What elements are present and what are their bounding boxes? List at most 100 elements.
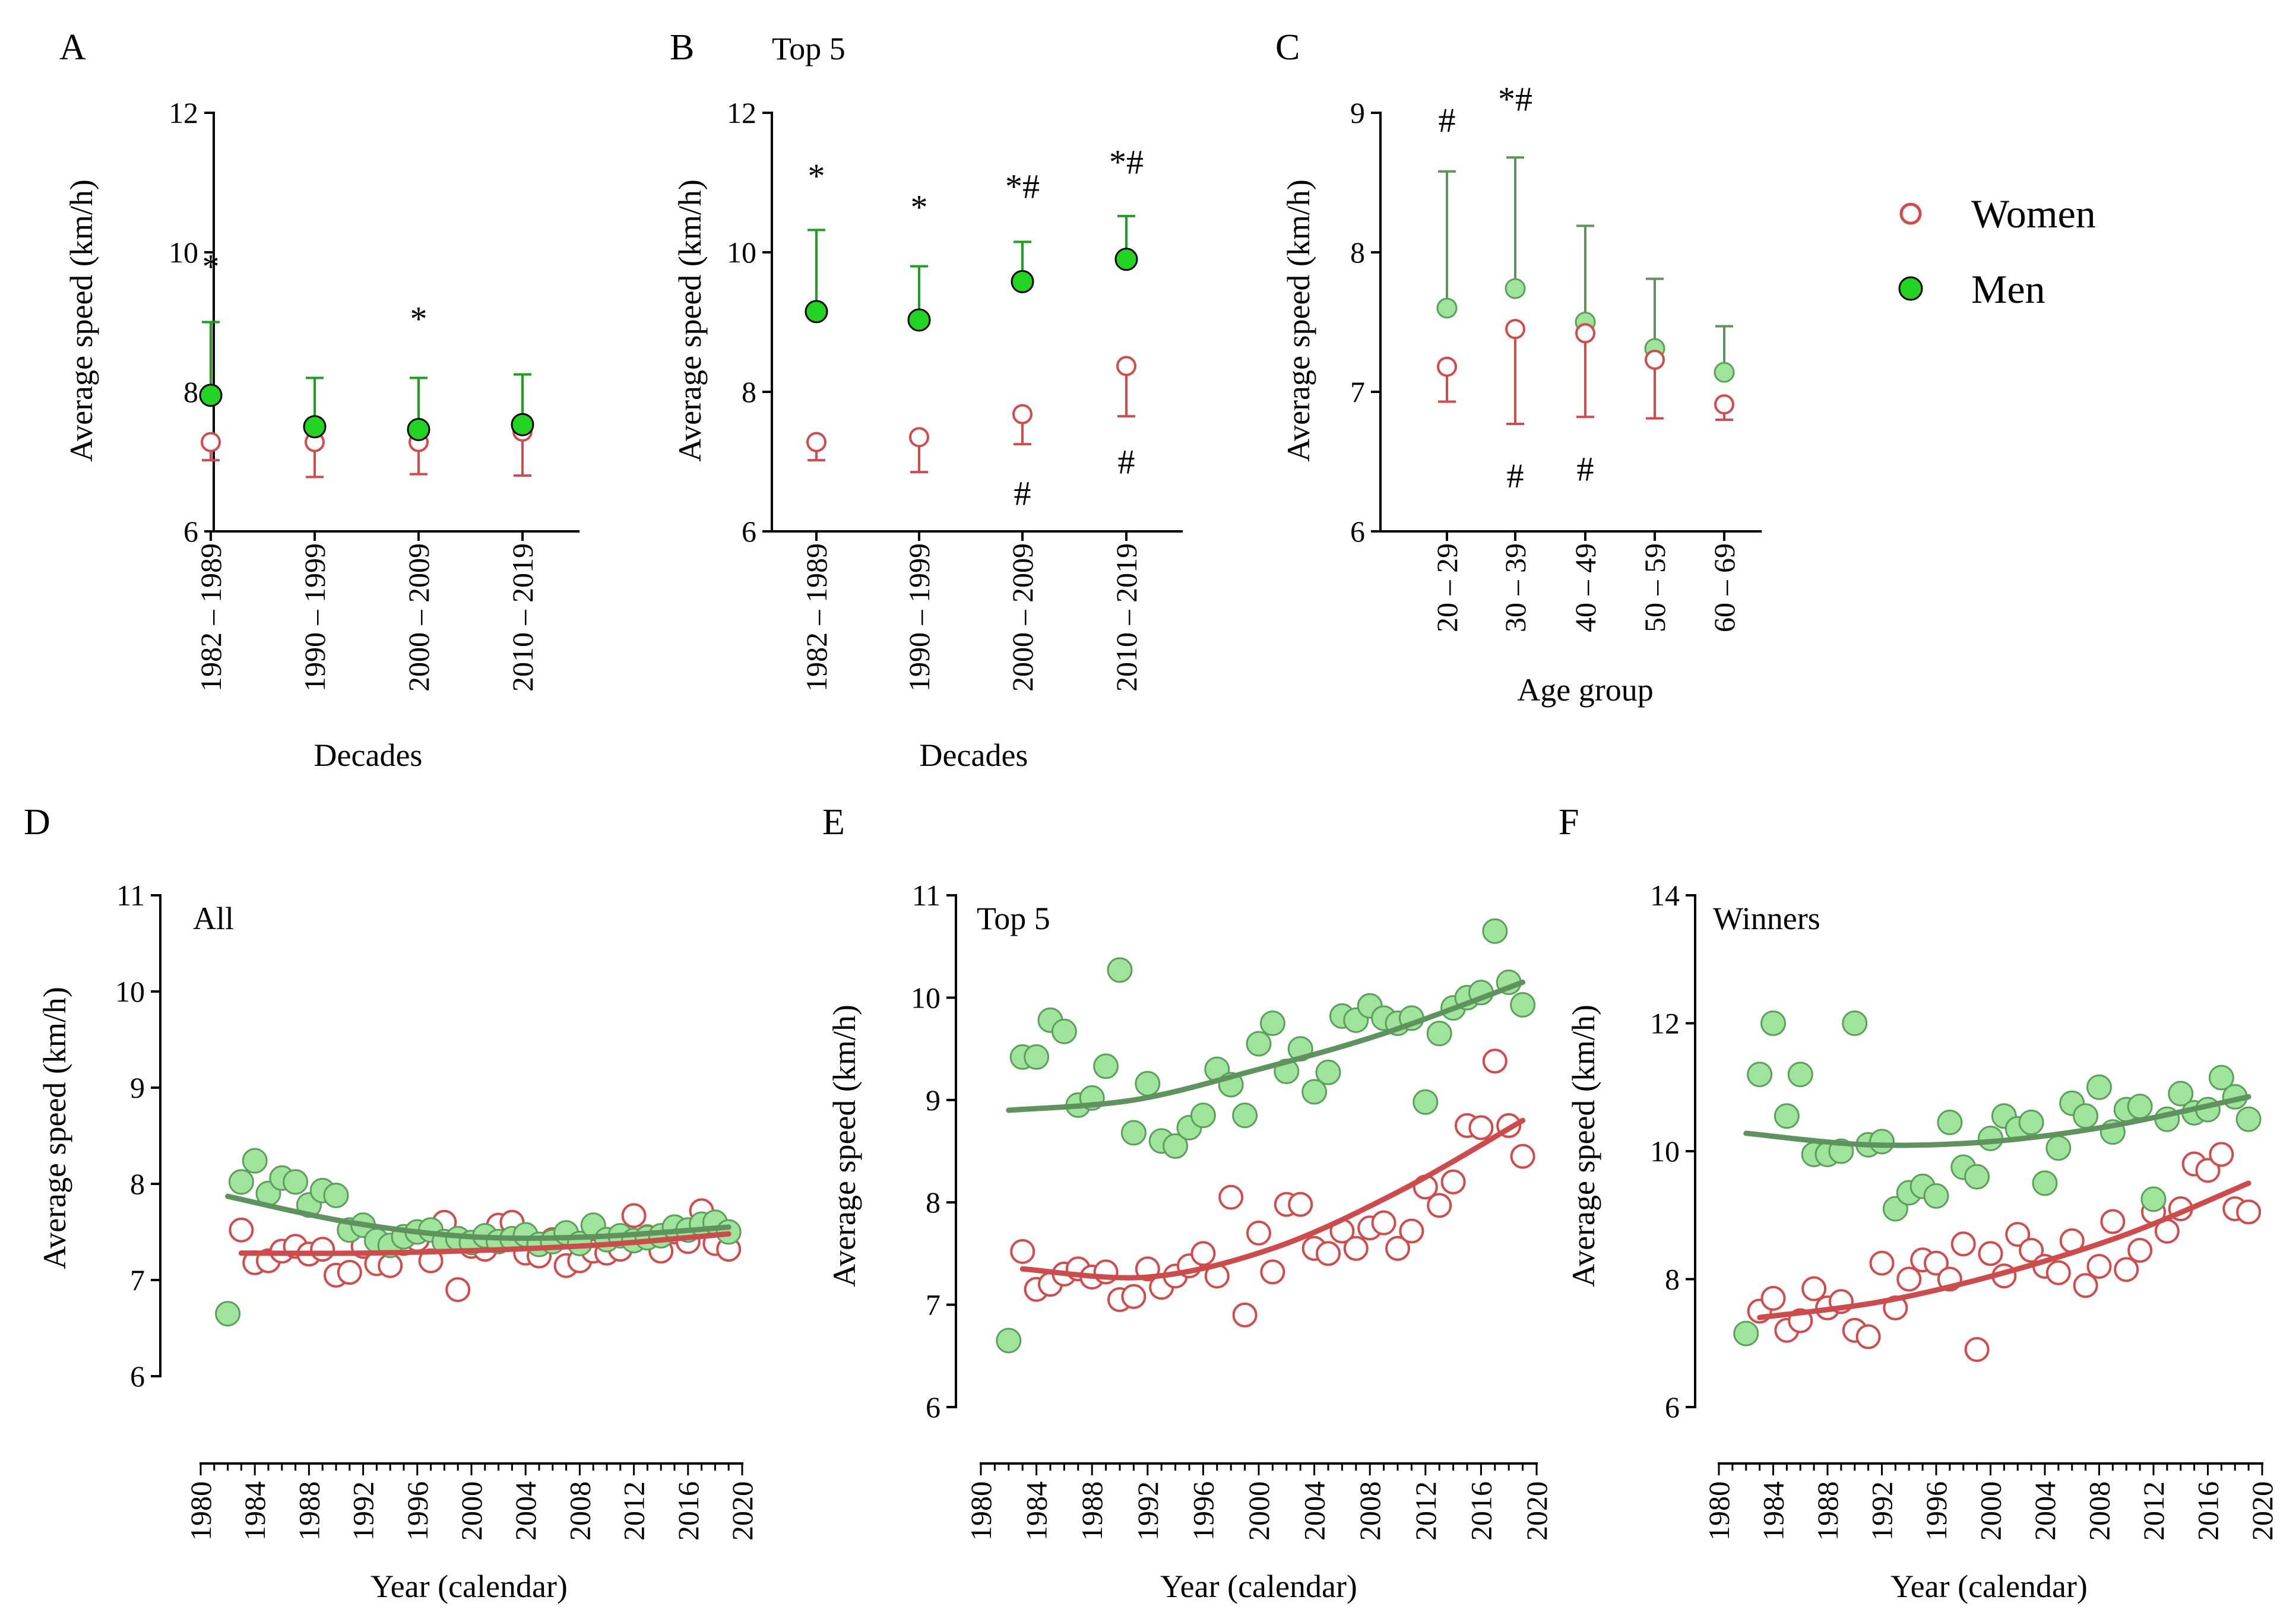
men-point [1315, 1059, 1341, 1085]
x-axis-label: Decades [920, 737, 1028, 773]
significance-marker: # [1507, 457, 1524, 495]
x-tick-label: 60 – 69 [1708, 543, 1741, 632]
y-tick-label: 6 [742, 515, 756, 548]
women-point [1950, 1231, 1976, 1257]
legend-women-marker [1899, 202, 1922, 225]
y-axis-label: Average speed (km/h) [672, 179, 708, 462]
y-tick-label: 10 [727, 236, 756, 269]
x-tick-label: 1996 [1920, 1481, 1953, 1541]
men-point [1774, 1103, 1800, 1129]
women-mean-point [1116, 356, 1136, 376]
significance-marker: * [202, 248, 220, 286]
y-tick-label: 7 [926, 1288, 940, 1322]
significance-marker: *# [1109, 142, 1144, 181]
x-tick-label: 1980 [1702, 1481, 1736, 1541]
y-tick-label: 8 [183, 375, 198, 408]
women-mean-point [1714, 394, 1734, 415]
y-tick-label: 9 [130, 1071, 145, 1104]
x-tick-label: 2000 [1974, 1481, 2007, 1541]
panel-letter: D [24, 802, 50, 842]
legend-women-label: Women [1971, 191, 2096, 236]
men-point [1923, 1183, 1949, 1209]
panel-title: All [193, 901, 234, 936]
x-axis-label: Decades [314, 737, 423, 773]
men-point [1869, 1129, 1895, 1155]
women-point [1121, 1284, 1147, 1309]
women-point [1427, 1193, 1452, 1218]
men-point [1747, 1062, 1773, 1088]
x-tick-label: 2004 [509, 1481, 542, 1541]
women-point [2236, 1199, 2262, 1225]
x-tick-label: 1990 – 1999 [298, 543, 331, 692]
women-point [1482, 1048, 1508, 1074]
x-tick-label: 1984 [238, 1481, 271, 1541]
significance-marker: # [1014, 474, 1031, 512]
significance-marker: # [1439, 101, 1456, 140]
men-point [2168, 1081, 2194, 1107]
men-point [1120, 1120, 1147, 1146]
panel-c: C 6 7 8 9 20 – 29 30 – 39 40 – 49 50 – 59 60 – 69… [1275, 27, 1762, 708]
y-tick-label: 7 [130, 1263, 145, 1297]
men-point [1024, 1044, 1050, 1070]
men-mean-point [1011, 270, 1034, 293]
men-point [1482, 918, 1508, 944]
men-point [1842, 1010, 1868, 1036]
y-tick-label: 8 [130, 1167, 145, 1200]
women-point [2045, 1260, 2071, 1285]
panel-f: F Winners 6 8 10 12 14 1980 1984 1988 1992 1996 2000… [1559, 802, 2279, 1604]
women-point [1855, 1324, 1881, 1349]
men-point [2032, 1170, 2058, 1196]
y-tick-label: 8 [742, 375, 756, 408]
men-point [2045, 1135, 2072, 1161]
x-tick-label: 2016 [1464, 1481, 1497, 1541]
x-tick-label: 1988 [1075, 1481, 1109, 1541]
women-point [1440, 1169, 1466, 1195]
significance-marker: * [911, 188, 928, 227]
x-tick-label: 1990 – 1999 [902, 543, 936, 692]
women-point [445, 1277, 471, 1303]
men-mean-point [907, 308, 931, 332]
panel-d: D All 6 7 8 9 10 11 1980 1984 1988 1992 1996 2000 2004… [24, 802, 759, 1604]
women-trend-line [1019, 1117, 1526, 1281]
men-point [242, 1148, 268, 1174]
women-point [337, 1260, 362, 1285]
x-tick-label: 1996 [401, 1481, 434, 1541]
x-tick-label: 2020 [1520, 1481, 1553, 1541]
men-point [1107, 957, 1133, 983]
x-tick-label: 2012 [617, 1481, 651, 1541]
y-axis-label: Average speed (km/h) [37, 987, 72, 1269]
women-point [1896, 1266, 1922, 1292]
women-point [1246, 1220, 1271, 1246]
y-tick-label: 10 [169, 236, 198, 269]
women-point [1385, 1235, 1410, 1261]
women-point [2195, 1158, 2221, 1183]
x-tick-label: 1984 [1757, 1481, 1790, 1541]
x-tick-label: 1982 – 1989 [194, 543, 227, 692]
women-point [1010, 1238, 1035, 1264]
x-tick-label: 1980 [964, 1481, 997, 1541]
women-mean-point [909, 427, 929, 448]
women-point [1964, 1337, 1990, 1363]
x-tick-label: 1996 [1186, 1481, 1220, 1541]
women-point [2114, 1257, 2139, 1282]
x-tick-label: 2010 – 2019 [1110, 543, 1143, 692]
men-point [1232, 1103, 1258, 1129]
x-axis-label: Year (calendar) [1890, 1569, 2088, 1604]
men-point [228, 1169, 254, 1195]
men-point [1259, 1010, 1285, 1036]
x-tick-label: 30 – 39 [1499, 543, 1532, 632]
x-tick-label: 2000 [455, 1481, 488, 1541]
women-trend-line [238, 1231, 731, 1256]
men-point [215, 1301, 241, 1327]
men-point [2018, 1110, 2044, 1136]
y-tick-label: 11 [912, 879, 940, 912]
men-trend-line [1743, 1094, 2251, 1148]
women-mean-point [806, 432, 826, 452]
y-tick-label: 6 [1350, 515, 1365, 548]
panel-letter: B [670, 27, 694, 68]
women-point [1316, 1241, 1341, 1266]
women-point [1869, 1250, 1895, 1276]
men-mean-point [1505, 278, 1526, 299]
y-tick-label: 6 [926, 1390, 940, 1424]
